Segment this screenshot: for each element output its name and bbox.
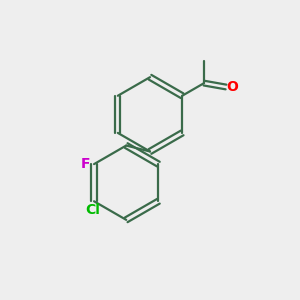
Text: O: O — [226, 80, 238, 94]
Text: F: F — [81, 157, 91, 171]
Text: Cl: Cl — [85, 202, 100, 217]
